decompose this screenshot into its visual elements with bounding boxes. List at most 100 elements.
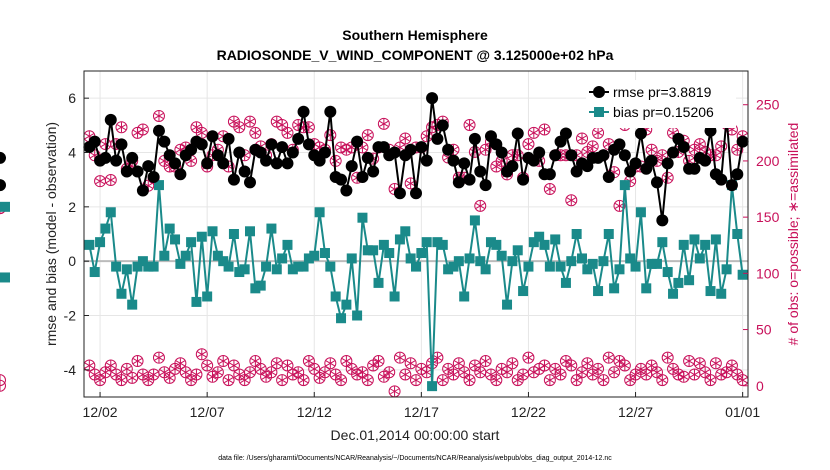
obs-circle-4-15 [163, 371, 176, 384]
obs-star-4-29-arm-2 [240, 377, 250, 384]
rmse-point-109 [667, 146, 680, 159]
rmse-point-120 [725, 179, 738, 192]
x-tick-label-4: 12/22 [511, 404, 546, 420]
obs-circle-4-117 [709, 357, 722, 370]
bias-point-6 [116, 288, 127, 299]
obs-star-2-94 [588, 141, 598, 152]
bias-point-40 [298, 261, 309, 272]
rmse-point-12 [147, 170, 160, 183]
obs-circle-4-100 [618, 359, 631, 372]
chart-title: Southern Hemisphere [342, 27, 488, 43]
obs-star-4-0-arm-2 [84, 362, 94, 369]
bias-point-39 [293, 261, 304, 272]
obs-star-2-6-arm-2 [116, 124, 127, 131]
obs-star-2-101-arm-2 [625, 178, 635, 185]
rmse-point-51 [356, 170, 369, 183]
obs-star-2-55-arm-2 [379, 120, 389, 127]
obs-circle-2-92 [576, 132, 588, 145]
obs-star-4-69 [454, 358, 464, 369]
obs-star-4-2-arm-2 [95, 377, 105, 384]
rmse-point-40 [297, 105, 310, 118]
bias-point-122 [737, 269, 748, 280]
rmse-point-96 [597, 149, 610, 162]
obs-star-4-66-arm-2 [438, 377, 448, 384]
obs-circle-4-71 [463, 374, 476, 387]
obs-star-4-7 [122, 363, 132, 374]
obs-star-4-80-arm-2 [513, 377, 523, 384]
bias-point-41 [303, 253, 314, 264]
obs-star-2-31 [250, 127, 260, 138]
obs-star-4-20 [191, 369, 202, 380]
obs-star-2-4-arm-2 [106, 177, 116, 183]
obs-star-4-88 [556, 369, 566, 380]
obs-circle-2-86 [543, 183, 556, 196]
obs-star-2-14-arm-2 [159, 157, 169, 164]
obs-star-4-70-arm-2 [459, 369, 469, 376]
obs-circle-2-45 [324, 129, 337, 142]
obs-circle-4-54 [372, 355, 385, 368]
bias-point-94 [587, 258, 598, 269]
footnote: data file: /Users/gharamti/Documents/NCA… [218, 455, 612, 462]
obs-star-4-99-arm-2 [614, 358, 625, 364]
obs-circle-4-107 [656, 374, 669, 387]
bias-point-95 [593, 286, 604, 297]
rmse-point-63 [420, 154, 433, 167]
obs-circle-4-27 [227, 359, 240, 372]
obs-circle-4-88 [554, 368, 567, 381]
obs-circle-4-96 [597, 374, 610, 387]
rmse-point-100 [618, 149, 631, 162]
obs-star-4-23-arm-2 [207, 373, 218, 380]
obs-star-4-8 [127, 372, 137, 383]
obs-star-4-98-arm-2 [609, 369, 619, 376]
obs-star-4-17-arm-2 [175, 360, 185, 367]
rmse-point-26 [222, 132, 235, 145]
rmse-point-22 [201, 157, 214, 170]
bias-point-13 [153, 180, 164, 191]
bias-point-49 [346, 253, 357, 264]
obs-circle-4-123 [0, 374, 6, 387]
obs-star-2-28 [234, 122, 244, 133]
obs-star-2-108-arm-2 [663, 174, 673, 181]
obs-circle-4-17 [174, 357, 187, 370]
bias-point-17 [175, 258, 186, 269]
obs-star-2-98-arm-2 [609, 169, 619, 176]
bias-point-121 [732, 229, 743, 239]
obs-circle-4-69 [452, 357, 465, 370]
obs-star-4-35 [272, 358, 282, 369]
y2-tick-label-3: 150 [756, 209, 780, 225]
obs-star-2-27-arm-2 [229, 118, 239, 125]
bias-point-7 [121, 264, 132, 275]
obs-star-2-52-arm-2 [363, 132, 373, 139]
rmse-point-57 [388, 146, 401, 159]
rmse-point-21 [195, 138, 208, 151]
obs-star-4-114 [695, 358, 705, 369]
bias-point-66 [437, 239, 448, 250]
rmse-series [0, 92, 749, 227]
bias-series [0, 180, 748, 392]
obs-circle-2-4 [104, 174, 117, 187]
obs-circle-2-55 [377, 117, 390, 130]
obs-star-4-115-arm-2 [700, 369, 710, 376]
rmse-point-48 [340, 184, 353, 197]
obs-circle-4-116 [704, 374, 717, 387]
obs-star-4-51 [357, 367, 368, 378]
obs-star-4-21 [197, 349, 207, 360]
obs-star-4-47-arm-2 [336, 377, 346, 384]
obs-star-2-21-arm-2 [197, 129, 207, 136]
rmse-point-77 [495, 146, 508, 159]
obs-circle-2-10 [136, 123, 149, 136]
obs-star-4-5-arm-2 [111, 371, 121, 378]
legend-rmse-marker [593, 86, 605, 98]
obs-circle-4-78 [501, 366, 514, 379]
obs-circle-2-83 [527, 126, 540, 139]
bias-point-69 [453, 256, 464, 267]
obs-star-4-27 [229, 360, 239, 371]
bias-point-71 [464, 253, 475, 264]
obs-star-2-92 [577, 133, 587, 144]
rmse-point-74 [479, 179, 492, 192]
obs-star-4-79 [507, 358, 517, 369]
bias-point-35 [271, 264, 282, 275]
bias-point-37 [282, 239, 293, 250]
obs-star-4-45 [325, 358, 335, 369]
obs-star-2-58-arm-2 [395, 144, 405, 151]
